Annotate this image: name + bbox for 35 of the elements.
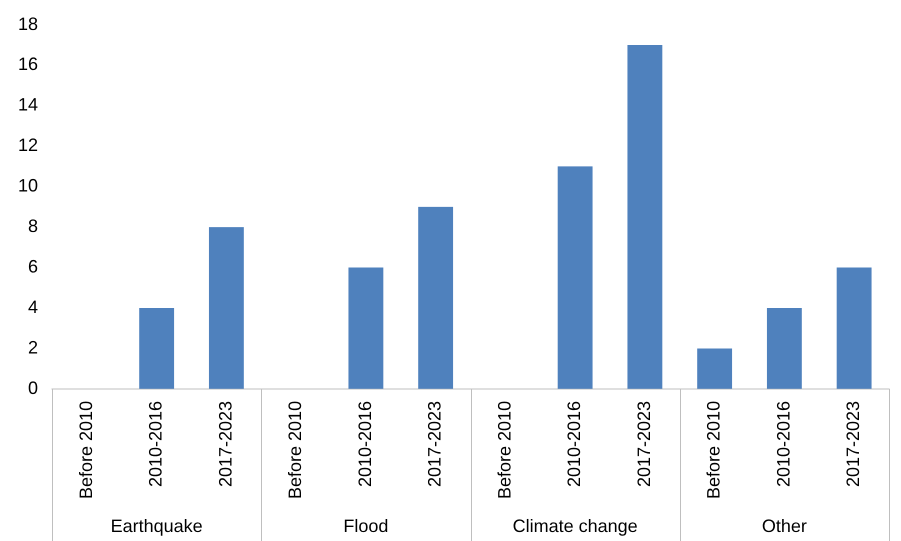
bar — [697, 348, 732, 389]
bar — [208, 227, 244, 389]
y-tick-label: 0 — [28, 378, 38, 398]
bar — [627, 45, 662, 389]
bar — [348, 268, 384, 389]
y-tick-label: 16 — [18, 54, 38, 74]
bar — [139, 308, 174, 389]
x-tick-label: Before 2010 — [285, 400, 306, 499]
text: Other — [762, 516, 807, 536]
x-tick-label: 2017-2023 — [634, 400, 654, 488]
bar — [418, 206, 454, 389]
bar — [836, 268, 872, 389]
x-tick-label: 2017-2023 — [215, 400, 236, 488]
x-tick-label: 2010-2016 — [773, 400, 794, 488]
y-tick-label: 10 — [18, 176, 38, 196]
x-tick-label: 2017-2023 — [424, 400, 445, 488]
bar — [766, 308, 802, 389]
text: Flood — [343, 516, 388, 536]
y-tick-label: 8 — [28, 216, 38, 236]
y-tick-label: 6 — [28, 256, 38, 277]
text: Earthquake — [110, 516, 203, 536]
y-tick-label: 12 — [18, 135, 38, 156]
x-tick-label: Before 2010 — [494, 400, 514, 499]
x-tick-label: 2010-2016 — [146, 400, 166, 488]
x-tick-label: Before 2010 — [704, 400, 724, 499]
x-tick-label: 2010-2016 — [354, 400, 375, 488]
x-tick-label: 2017-2023 — [843, 400, 864, 488]
y-tick-label: 4 — [28, 296, 38, 317]
x-tick-label: 2010-2016 — [564, 400, 584, 488]
x-tick-label: Before 2010 — [76, 400, 96, 499]
bar — [558, 166, 593, 389]
y-tick-label: 2 — [28, 337, 38, 358]
y-tick-label: 14 — [18, 94, 38, 115]
text: Climate change — [512, 516, 638, 536]
y-tick-label: 18 — [18, 14, 38, 34]
